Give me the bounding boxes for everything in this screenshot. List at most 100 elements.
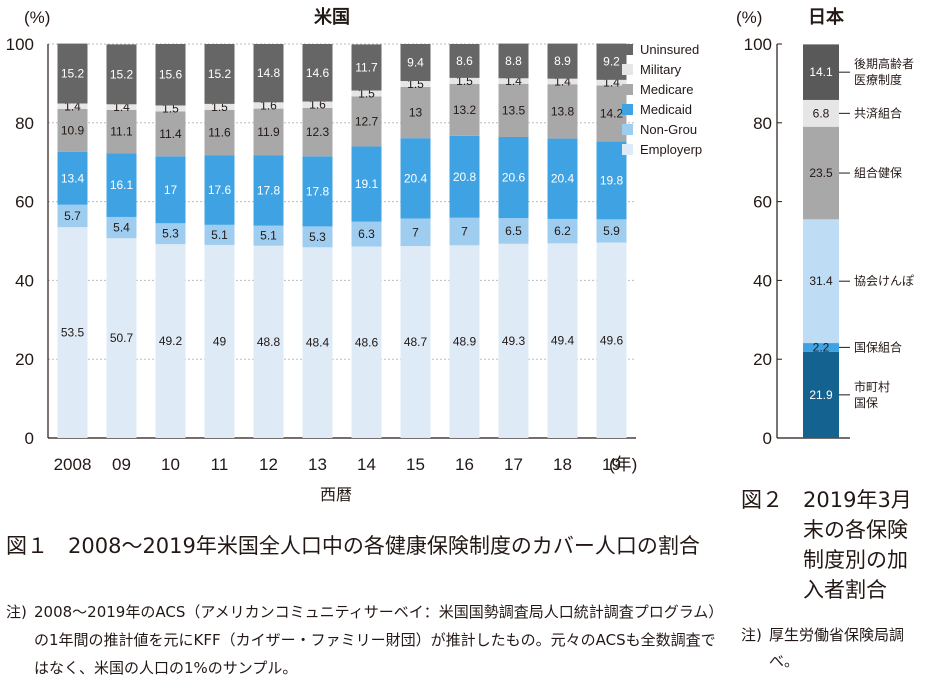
us-bar-segment — [155, 223, 186, 245]
us-data-label: 13.2 — [453, 103, 477, 117]
us-bar-segment — [204, 109, 235, 156]
us-data-label: 16.1 — [110, 178, 134, 192]
us-x-tick-label: 14 — [357, 455, 376, 474]
us-data-label: 11.6 — [208, 126, 231, 140]
us-data-label: 13.4 — [61, 171, 85, 185]
us-bar-segment — [596, 43, 627, 80]
us-x-axis-title: 西暦 — [320, 485, 352, 504]
us-x-tick-label: 15 — [406, 455, 425, 474]
japan-category-label: 市町村国保 — [854, 379, 890, 410]
us-bar-segment — [253, 44, 284, 103]
us-bar-segment — [57, 204, 88, 228]
japan-data-label: 14.1 — [809, 65, 833, 79]
us-bar-segment — [253, 245, 284, 438]
japan-data-label: 21.9 — [809, 388, 833, 402]
us-data-label: 17 — [164, 183, 178, 197]
us-y-axis: 0 20 40 60 80 100 — [6, 35, 636, 448]
figure1-note: 注) 2008～2019年のACS（アメリカンコミュニティサーベイ：米国国勢調査局… — [6, 598, 734, 682]
us-bar-segment — [449, 77, 480, 84]
us-data-label: 8.6 — [456, 54, 473, 68]
japan-bar-segment — [803, 219, 839, 344]
japan-y-tick-label: 100 — [744, 35, 772, 54]
us-data-label: 9.4 — [407, 56, 424, 70]
us-bar-segment — [155, 111, 186, 157]
us-data-label: 49.4 — [551, 334, 575, 348]
us-x-tick-label: 10 — [161, 455, 180, 474]
us-bar-segment — [57, 151, 88, 205]
us-data-label: 14.6 — [306, 66, 330, 80]
us-bar-segment — [498, 83, 529, 137]
us-bar-segment — [253, 225, 284, 246]
figure1-number: 図１ — [6, 534, 48, 558]
japan-data-label: 23.5 — [809, 166, 833, 180]
us-bar-segment — [400, 218, 431, 247]
us-bar-segment — [155, 156, 186, 224]
us-bar-segment — [596, 85, 627, 142]
japan-y-tick-label: 0 — [763, 429, 772, 448]
us-data-label: 12.3 — [306, 125, 330, 139]
us-y-tick-label: 0 — [25, 429, 34, 448]
us-y-tick-label: 20 — [15, 350, 34, 369]
us-data-label: 5.7 — [64, 209, 81, 223]
us-legend-swatch — [622, 44, 633, 55]
us-data-label: 5.1 — [211, 228, 228, 242]
japan-category-label: 協会けんぽ — [854, 273, 914, 288]
us-data-label: 14.2 — [600, 106, 624, 120]
japan-category-label: 共済組合 — [854, 105, 902, 120]
us-bar-segment — [351, 90, 382, 97]
us-data-label: 5.1 — [260, 229, 277, 243]
us-data-label: 49.2 — [159, 334, 183, 348]
us-data-label: 17.8 — [257, 184, 281, 198]
us-data-label: 10.9 — [61, 123, 85, 137]
us-data-label: 14.8 — [257, 66, 281, 80]
us-bar-segment — [204, 155, 235, 225]
us-bar-segment — [498, 218, 529, 244]
us-bar-segment — [204, 44, 235, 104]
us-bar-segment — [449, 245, 480, 438]
figure2-note: 注) 厚生労働省保険局調べ。 — [741, 622, 930, 674]
us-bar-segment — [547, 138, 578, 219]
us-bar-segment — [351, 246, 382, 438]
us-bar-segment — [596, 219, 627, 243]
japan-data-label: 31.4 — [809, 274, 833, 288]
us-bar-segment — [547, 243, 578, 438]
us-data-label: 13.5 — [502, 103, 526, 117]
us-data-label: 5.3 — [162, 227, 179, 241]
figure2-note-marker: 注) — [741, 626, 762, 644]
us-x-tick-label: 12 — [259, 455, 278, 474]
japan-bar-segment — [803, 44, 839, 100]
us-bar-segment — [302, 247, 333, 438]
us-bars: 53.55.713.410.91.415.250.75.416.111.11.4… — [57, 43, 627, 438]
japan-chart: 日本 (%) 0 20 40 60 80 100 21.9 市町村国保 2.2 国保組合 31.4… — [736, 6, 914, 448]
us-data-label: 49.3 — [502, 334, 526, 348]
us-bar-segment — [253, 108, 284, 156]
us-bar-segment — [253, 102, 284, 109]
us-y-tick-label: 100 — [6, 35, 34, 54]
us-bar-segment — [155, 44, 186, 106]
us-legend-label: Employerp — [640, 142, 702, 157]
us-data-label: 19.1 — [355, 177, 379, 191]
figure1-note-marker: 注) — [6, 603, 27, 621]
us-legend-label: Uninsured — [640, 42, 699, 57]
us-legend-label: Non-Grou — [640, 122, 697, 137]
us-data-label: 7 — [461, 225, 468, 239]
us-bar-segment — [400, 138, 431, 219]
us-bar-segment — [106, 153, 137, 217]
us-bar-segment — [204, 244, 235, 438]
us-bar-segment — [106, 104, 137, 110]
figure1-caption: 図１ 2008～2019年米国全人口中の各健康保険制度のカバー人口の割合 — [6, 532, 731, 561]
us-bar-segment — [400, 44, 431, 82]
figure1-title: 2008～2019年米国全人口中の各健康保険制度のカバー人口の割合 — [68, 534, 700, 558]
us-data-label: 48.9 — [453, 335, 477, 349]
japan-y-tick-label: 80 — [753, 114, 772, 133]
us-x-tick-label: 19 — [602, 455, 621, 474]
us-bar-segment — [449, 217, 480, 246]
us-data-label: 6.2 — [554, 224, 571, 238]
japan-bar-segment — [803, 126, 839, 220]
us-bar-segment — [498, 43, 529, 79]
us-data-label: 7 — [412, 225, 419, 239]
us-data-label: 17.6 — [208, 183, 232, 197]
us-x-tick-label: 18 — [553, 455, 572, 474]
